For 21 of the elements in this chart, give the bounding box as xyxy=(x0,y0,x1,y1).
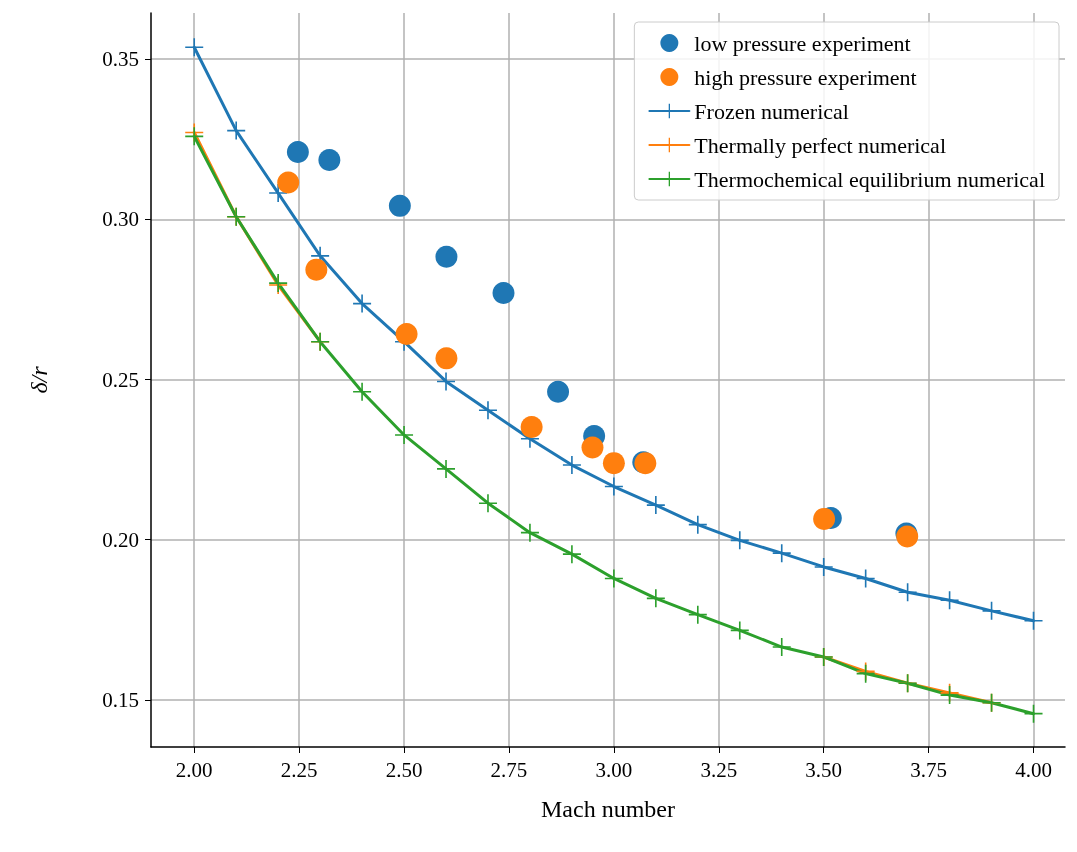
y-axis-title: δ/r xyxy=(26,365,52,394)
x-tick-label: 2.00 xyxy=(175,757,213,782)
x-tick-label: 3.50 xyxy=(805,757,843,782)
x-tick-label: 3.75 xyxy=(910,757,947,782)
x-tick-label: 3.25 xyxy=(700,757,738,782)
legend-label: Frozen numerical xyxy=(694,98,849,124)
x-tick-label: 2.75 xyxy=(490,757,528,782)
y-tick-label: 0.20 xyxy=(102,527,139,552)
x-tick-label: 3.00 xyxy=(595,757,633,782)
y-tick-label: 0.25 xyxy=(102,367,139,392)
x-tick-label: 2.25 xyxy=(280,757,318,782)
legend-label: low pressure experiment xyxy=(694,30,911,56)
y-tick-label: 0.15 xyxy=(102,687,139,712)
y-tick-label: 0.30 xyxy=(102,207,139,232)
x-tick-label: 4.00 xyxy=(1015,757,1052,782)
x-axis-title: Mach number xyxy=(541,796,675,822)
legend-label: high pressure experiment xyxy=(694,64,917,90)
x-tick-label: 2.50 xyxy=(385,757,423,782)
y-tick-label: 0.35 xyxy=(102,47,139,72)
legend-label: Thermally perfect numerical xyxy=(694,132,947,158)
legend-label: Thermochemical equilibrium numerical xyxy=(694,166,1046,192)
